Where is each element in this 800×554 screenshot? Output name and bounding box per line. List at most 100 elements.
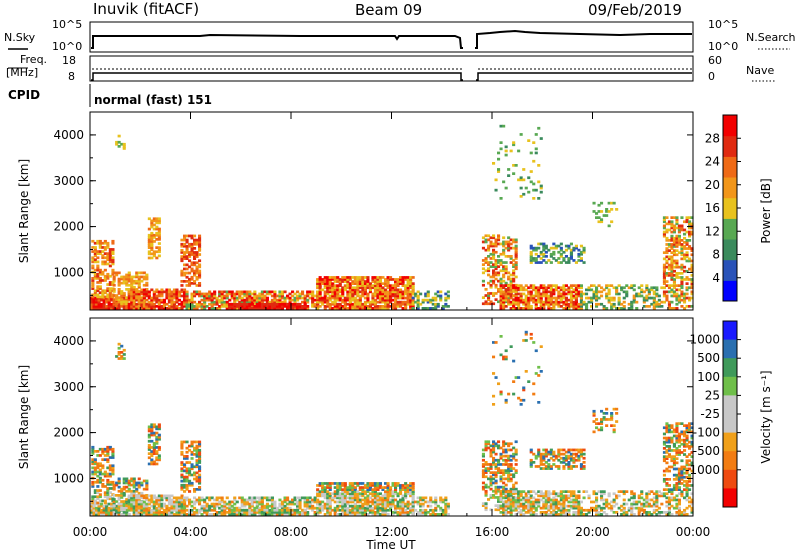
echo-cell xyxy=(564,284,568,287)
echo-cell xyxy=(170,511,174,514)
echo-cell xyxy=(610,307,614,310)
echo-cell xyxy=(507,511,511,514)
echo-cell xyxy=(670,307,674,310)
echo-cell xyxy=(361,488,365,491)
echo-cell xyxy=(657,298,661,302)
echo-cell xyxy=(190,251,194,254)
echo-cell xyxy=(363,282,367,285)
echo-cell xyxy=(484,261,488,264)
echo-cell xyxy=(537,246,541,250)
echo-cell xyxy=(105,300,109,304)
echo-cell xyxy=(675,284,679,287)
echo-cell xyxy=(243,498,247,502)
echo-cell xyxy=(245,500,249,504)
echo-cell xyxy=(275,294,279,298)
echo-cell xyxy=(93,248,97,251)
echo-cell xyxy=(97,511,101,514)
echo-cell xyxy=(248,496,252,500)
echo-cell xyxy=(544,250,548,254)
echo-cell xyxy=(155,435,159,439)
echo-cell xyxy=(630,307,634,310)
echo-cell xyxy=(394,290,398,294)
echo-cell xyxy=(529,259,533,262)
echo-cell xyxy=(132,302,136,306)
echo-cell xyxy=(426,290,430,294)
echo-cell xyxy=(504,255,508,258)
echo-cell xyxy=(155,233,159,237)
echo-cell xyxy=(396,300,400,304)
echo-cell xyxy=(519,294,523,298)
echo-cell xyxy=(298,504,302,508)
echo-cell xyxy=(361,307,365,310)
echo-cell xyxy=(152,292,156,296)
echo-cell xyxy=(223,502,227,506)
echo-cell xyxy=(195,290,199,294)
echo-cell xyxy=(499,454,503,458)
echo-cell xyxy=(205,504,209,508)
echo-cell xyxy=(291,298,295,302)
echo-cell xyxy=(517,490,521,493)
echo-cell xyxy=(497,446,501,450)
echo-cell xyxy=(193,292,197,296)
echo-cell xyxy=(414,508,418,512)
echo-cell xyxy=(346,284,350,287)
echo-cell xyxy=(170,504,174,508)
echo-cell xyxy=(507,490,511,493)
echo-cell xyxy=(245,513,249,516)
echo-cell xyxy=(316,290,320,294)
echo-cell xyxy=(326,302,330,306)
echo-cell xyxy=(110,502,114,506)
echo-cell xyxy=(492,257,496,260)
echo-cell xyxy=(652,305,656,308)
echo-cell xyxy=(512,467,516,470)
echo-cell xyxy=(220,294,224,298)
echo-cell xyxy=(499,141,503,144)
echo-cell xyxy=(157,425,161,429)
echo-cell xyxy=(534,188,538,192)
echo-cell xyxy=(688,305,692,308)
echo-cell xyxy=(316,292,320,296)
echo-cell xyxy=(170,513,174,516)
echo-cell xyxy=(497,489,501,493)
echo-cell xyxy=(127,305,131,308)
echo-cell xyxy=(155,298,159,302)
echo-cell xyxy=(368,511,372,514)
echo-cell xyxy=(321,298,325,302)
echo-cell xyxy=(371,511,375,514)
echo-cell xyxy=(564,307,568,310)
echo-cell xyxy=(685,251,689,254)
echo-cell xyxy=(514,275,518,279)
echo-cell xyxy=(117,307,121,310)
echo-cell xyxy=(507,498,511,502)
echo-cell xyxy=(188,490,192,493)
echo-cell xyxy=(494,485,498,489)
echo-cell xyxy=(487,281,491,285)
echo-cell xyxy=(409,486,413,489)
echo-cell xyxy=(346,486,350,489)
echo-cell xyxy=(404,482,408,485)
echo-cell xyxy=(157,500,161,504)
echo-cell xyxy=(363,496,367,500)
echo-cell xyxy=(108,283,112,286)
echo-cell xyxy=(670,265,674,269)
echo-cell xyxy=(338,504,342,508)
echo-cell xyxy=(98,281,102,284)
echo-cell xyxy=(389,488,393,491)
echo-cell xyxy=(630,286,634,290)
echo-cell xyxy=(200,504,204,508)
echo-cell xyxy=(245,298,249,302)
echo-cell xyxy=(502,487,506,491)
echo-cell xyxy=(677,241,681,244)
echo-cell xyxy=(170,300,174,304)
date-title: 09/Feb/2019 xyxy=(588,1,682,19)
colorbar-tick-label: 8 xyxy=(712,248,720,262)
echo-cell xyxy=(165,508,169,512)
echo-cell xyxy=(481,283,485,287)
echo-cell xyxy=(534,151,538,155)
echo-cell xyxy=(107,298,111,302)
echo-cell xyxy=(248,506,252,510)
echo-cell xyxy=(504,494,508,498)
echo-cell xyxy=(574,305,578,308)
echo-cell xyxy=(93,491,97,494)
echo-cell xyxy=(140,504,144,508)
